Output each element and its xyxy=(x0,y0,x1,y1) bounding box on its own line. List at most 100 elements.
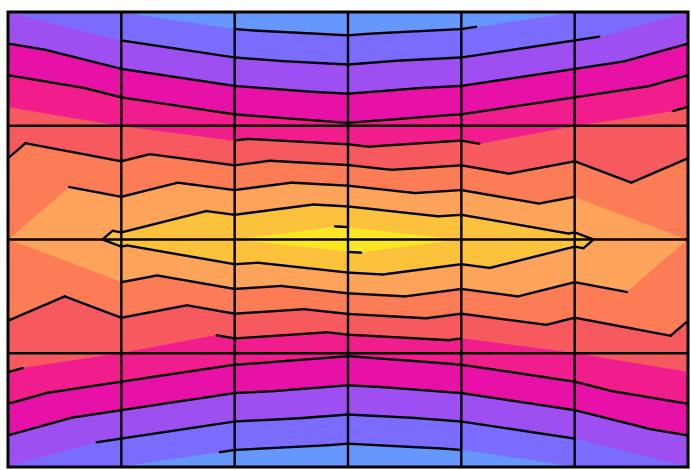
contour-line-7 xyxy=(346,86,425,95)
contour-line-2 xyxy=(488,245,576,270)
contour-line-4 xyxy=(346,163,394,172)
contour-line-5 xyxy=(346,333,450,342)
contour-line-4 xyxy=(268,159,350,167)
contour-line-3 xyxy=(516,280,576,298)
contour-line-7 xyxy=(233,84,316,94)
contour-line-3 xyxy=(573,280,629,294)
contour-line-8 xyxy=(540,432,576,440)
contour-line-9 xyxy=(368,27,463,35)
contour-line-7 xyxy=(380,385,463,395)
contour-line-6 xyxy=(449,113,463,117)
contour-line-2 xyxy=(311,203,350,208)
contour-line-4 xyxy=(185,304,236,315)
contour-line-4 xyxy=(302,307,350,316)
contour-line-5 xyxy=(447,337,463,342)
contour-line-5 xyxy=(246,137,350,146)
contour-line-2 xyxy=(582,238,595,250)
contour-line-2 xyxy=(111,229,123,234)
contour-line-2 xyxy=(101,229,114,241)
contour-line-8 xyxy=(573,35,601,42)
contour-line-8 xyxy=(95,437,123,444)
contour-line-8 xyxy=(298,413,350,420)
contour-line-3 xyxy=(279,284,350,295)
contour-line-7 xyxy=(622,42,690,63)
contour-line-8 xyxy=(233,56,285,63)
contour-line-8 xyxy=(346,59,398,66)
contour-line-8 xyxy=(120,39,156,47)
contour-line-6 xyxy=(460,99,552,116)
contour-line-6 xyxy=(573,84,650,99)
contour-line-5 xyxy=(233,331,329,340)
contour-line-8 xyxy=(346,413,414,420)
contour-line-5 xyxy=(672,105,690,113)
contour-line-8 xyxy=(120,426,197,440)
contour-line-5 xyxy=(215,334,236,340)
contour-line-5 xyxy=(367,139,463,148)
contour-line-6 xyxy=(233,362,247,366)
contour-line-2 xyxy=(346,271,385,276)
contour-line-8 xyxy=(499,39,576,53)
contour-line-2 xyxy=(126,244,236,266)
contour-line-9 xyxy=(218,448,236,454)
contour-line-4 xyxy=(6,142,27,160)
contour-line-2 xyxy=(205,209,236,216)
contour-line-7 xyxy=(186,77,236,88)
contour-line-6 xyxy=(120,376,148,383)
contour-line-2 xyxy=(256,261,350,274)
contour-line-4 xyxy=(6,295,66,322)
contour-line-3 xyxy=(233,284,283,291)
contour-line-6 xyxy=(349,355,463,366)
contour-line-7 xyxy=(169,391,236,404)
contour-line-3 xyxy=(460,188,541,205)
contour-line-6 xyxy=(82,86,123,99)
contour-line-9 xyxy=(325,442,350,447)
contour-line-7 xyxy=(649,427,690,437)
contour-line-2 xyxy=(233,261,259,266)
contour-line-3 xyxy=(413,188,463,195)
contour-line-7 xyxy=(70,408,123,419)
contour-line-6 xyxy=(548,96,576,103)
contour-line-4 xyxy=(346,312,428,320)
contour-line-9 xyxy=(460,25,478,31)
contour-line-4 xyxy=(120,304,189,319)
contour-line-3 xyxy=(176,181,236,192)
contour-line-8 xyxy=(282,59,350,66)
contour-line-7 xyxy=(524,67,576,78)
contour-line-9 xyxy=(346,32,371,37)
contour-line-2 xyxy=(233,203,315,216)
contour-line-8 xyxy=(411,416,463,423)
contour-line-6 xyxy=(611,389,690,406)
contour-line-7 xyxy=(573,408,652,431)
contour-line-7 xyxy=(313,90,350,95)
contour-line-9 xyxy=(233,27,255,32)
contour-line-3 xyxy=(67,185,123,199)
contour-line-7 xyxy=(506,398,576,412)
contour-line-7 xyxy=(120,401,172,412)
contour-line-2 xyxy=(120,209,208,234)
contour-line-4 xyxy=(460,164,511,175)
contour-line-3 xyxy=(120,274,159,284)
contour-line-6 xyxy=(647,73,690,88)
contour-line-6 xyxy=(460,363,476,368)
contour-line-6 xyxy=(233,113,347,124)
contour-line-4 xyxy=(573,316,672,337)
contour-line-7 xyxy=(460,75,527,88)
contour-line-2 xyxy=(437,213,463,218)
contour-line-8 xyxy=(395,56,463,62)
contour-line-6 xyxy=(244,354,350,366)
contour-line-8 xyxy=(233,417,301,423)
contour-line-2 xyxy=(460,213,570,235)
contour-line-4 xyxy=(669,319,690,337)
contour-line-9 xyxy=(346,442,445,450)
contour-line-9 xyxy=(251,29,350,37)
contour-line-7 xyxy=(120,67,190,81)
contour-line-2 xyxy=(460,263,491,270)
contour-line-3 xyxy=(290,181,350,187)
contour-line-3 xyxy=(346,184,417,195)
contour-line-5 xyxy=(325,331,350,336)
contour-line-3 xyxy=(155,274,236,291)
contour-line-7 xyxy=(460,391,510,402)
contour-line-6 xyxy=(346,113,452,125)
